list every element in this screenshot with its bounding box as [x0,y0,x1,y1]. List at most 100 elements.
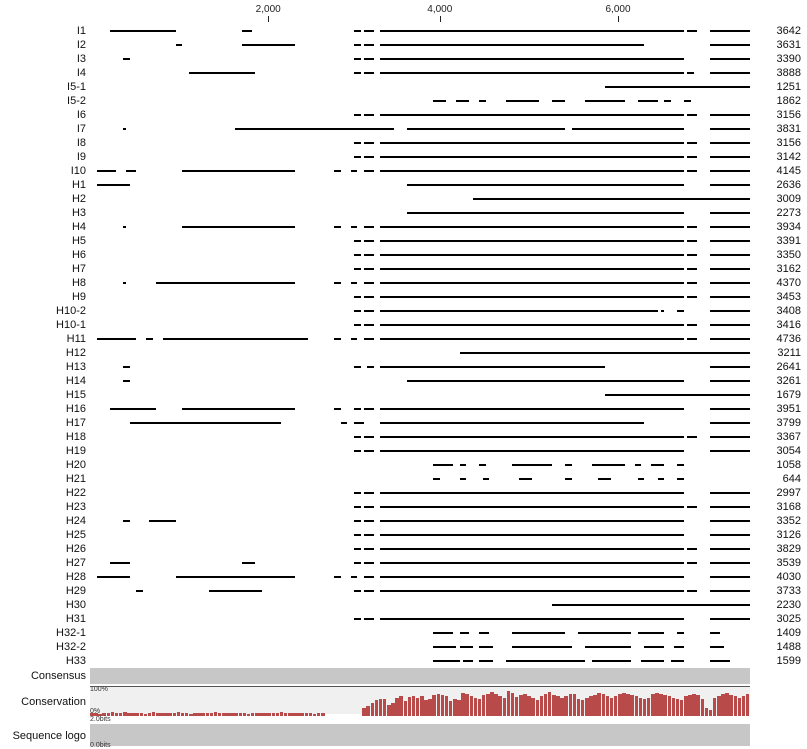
coverage-segment [351,282,358,284]
track-row: H302230 [0,598,807,612]
coverage-segment [710,562,750,564]
coverage-segment [638,100,658,102]
coverage-segment [209,590,262,592]
conservation-bar [672,698,676,716]
axis-tick-mark [618,16,619,22]
track-row: H10-23408 [0,304,807,318]
conservation-bar [523,694,527,716]
track-row: I104145 [0,164,807,178]
coverage-segment [658,478,665,480]
track-plot [90,570,750,584]
coverage-segment [354,422,364,424]
coverage-segment [578,632,631,634]
track-value: 2641 [751,361,801,373]
track-label: H32-1 [0,627,86,639]
track-plot [90,626,750,640]
conservation-bar [742,696,746,716]
conservation-bar [647,698,651,716]
coverage-segment [565,478,572,480]
track-row: H32273 [0,206,807,220]
conservation-bars [90,688,750,716]
conservation-bar [556,696,560,716]
track-row: H53391 [0,234,807,248]
coverage-segment [710,254,750,256]
coverage-segment [110,408,156,410]
conservation-bar [482,695,486,716]
conservation-bar [399,696,403,716]
conservation-bar [614,696,618,716]
track-row: H173799 [0,416,807,430]
coverage-segment [380,254,684,256]
track-label: H20 [0,459,86,471]
coverage-segment [687,240,697,242]
conservation-bar [449,701,453,716]
seqlogo-bg [90,724,750,746]
coverage-segment [364,240,374,242]
track-plot [90,276,750,290]
coverage-segment [380,30,684,32]
track-label: H10-1 [0,319,86,331]
track-label: H1 [0,179,86,191]
coverage-segment [674,646,684,648]
coverage-segment [364,436,374,438]
coverage-segment [380,240,684,242]
coverage-segment [644,646,664,648]
conservation-bar [498,696,502,716]
track-plot [90,388,750,402]
track-value: 4370 [751,277,801,289]
coverage-segment [710,548,750,550]
track-plot [90,136,750,150]
track-value: 3831 [751,123,801,135]
track-row: H73162 [0,262,807,276]
conservation-bar [404,701,408,716]
coverage-segment [380,422,644,424]
coverage-segment [407,128,565,130]
track-label: I6 [0,109,86,121]
track-label: H12 [0,347,86,359]
coverage-segment [687,296,697,298]
coverage-segment [354,44,361,46]
track-label: I7 [0,123,86,135]
track-plot [90,94,750,108]
alignment-figure: { "axis": { "ticks": [ { "label": "2,000… [0,0,807,724]
coverage-segment [364,58,374,60]
coverage-segment [354,618,361,620]
coverage-segment [677,478,684,480]
conservation-bar [519,695,523,716]
track-row: I5-21862 [0,94,807,108]
track-value: 3261 [751,375,801,387]
coverage-segment [380,226,684,228]
track-label: H13 [0,361,86,373]
track-row: H243352 [0,514,807,528]
track-row: H63350 [0,248,807,262]
coverage-segment [710,170,750,172]
conservation-bar [412,696,416,716]
coverage-segment [364,338,374,340]
coverage-segment [380,590,684,592]
coverage-segment [380,562,684,564]
track-value: 3642 [751,25,801,37]
coverage-segment [354,30,361,32]
coverage-segment [354,254,361,256]
conservation-bar [725,693,729,716]
track-plot [90,654,750,668]
track-plot [90,500,750,514]
track-plot [90,374,750,388]
coverage-segment [341,422,348,424]
conservation-bar [635,696,639,716]
coverage-segment [110,562,130,564]
track-plot [90,164,750,178]
coverage-segment [235,128,393,130]
track-plot [90,598,750,612]
coverage-segment [380,492,684,494]
conservation-bar [507,691,511,716]
track-value: 3142 [751,151,801,163]
track-row: H263829 [0,542,807,556]
track-value: 3367 [751,431,801,443]
coverage-segment [710,660,730,662]
coverage-segment [710,380,750,382]
conservation-bar [585,698,589,716]
coverage-segment [710,268,750,270]
conservation-bar [387,705,391,716]
axis-tick-mark [268,16,269,22]
